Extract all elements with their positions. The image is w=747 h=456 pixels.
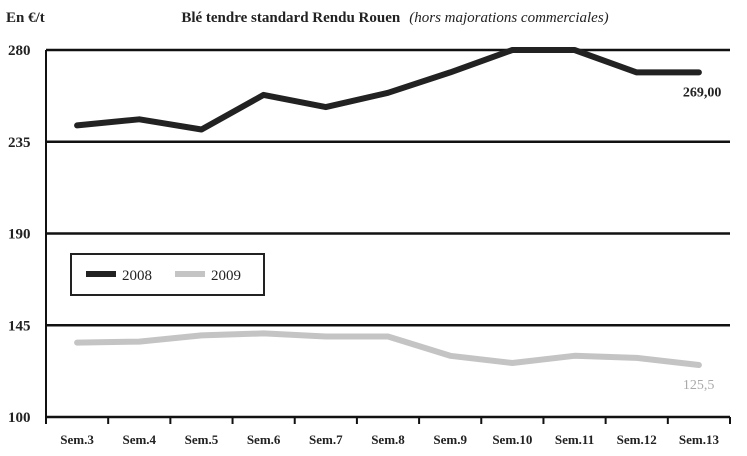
y-axis-label: En €/t: [6, 10, 45, 26]
legend-label-2009: 2009: [211, 268, 241, 284]
x-tick-label: Sem.7: [309, 432, 343, 447]
legend-box: [70, 253, 265, 296]
x-tick-label: Sem.10: [492, 432, 532, 447]
end-label-2009: 125,5: [683, 378, 715, 393]
y-tick-label: 190: [8, 227, 31, 243]
y-tick-label: 280: [8, 43, 31, 59]
chart-title-main: Blé tendre standard Rendu Rouen: [181, 10, 401, 26]
series-lines: [74, 47, 702, 368]
x-tick-label: Sem.12: [617, 432, 657, 447]
y-tick-label: 235: [8, 135, 31, 151]
x-tick-label: Sem.6: [247, 432, 281, 447]
legend: 2008 2009: [70, 253, 265, 296]
y-tick-labels: 100 145 190 235 280: [8, 43, 31, 426]
end-labels: 269,00 125,5: [683, 85, 722, 393]
y-tick-label: 100: [8, 410, 31, 426]
y-tick-label: 145: [8, 318, 31, 334]
end-label-2008: 269,00: [683, 85, 722, 100]
x-axis: Sem.3 Sem.4 Sem.5 Sem.6 Sem.7 Sem.8 Sem.9 Sem.1…: [45, 50, 731, 447]
chart-subtitle: (hors majorations commerciales): [409, 10, 608, 26]
x-tick-label: Sem.4: [122, 432, 156, 447]
x-tick-label: Sem.3: [60, 432, 94, 447]
gridlines: [46, 48, 730, 419]
x-tick-label: Sem.13: [679, 432, 720, 447]
legend-label-2008: 2008: [122, 268, 152, 284]
chart-title: Blé tendre standard Rendu Rouen (hors ma…: [181, 9, 608, 26]
series-line-2008: [74, 47, 702, 133]
x-tick-label: Sem.8: [371, 432, 405, 447]
series-line-2009: [74, 330, 702, 368]
x-tick-label: Sem.11: [555, 432, 594, 447]
x-tick-label: Sem.9: [433, 432, 467, 447]
x-tick-label: Sem.5: [185, 432, 219, 447]
